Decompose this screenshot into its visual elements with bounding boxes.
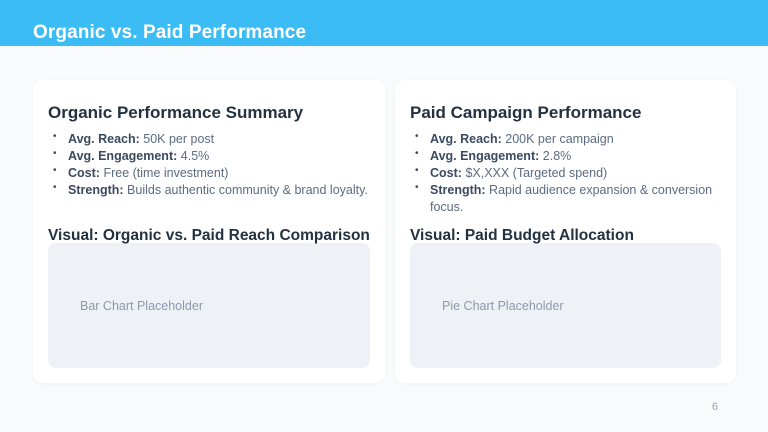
bullet-value: 2.8% — [542, 149, 572, 163]
bullet-label: Avg. Reach: — [430, 132, 502, 146]
slide-header: Organic vs. Paid Performance — [0, 0, 768, 46]
pie-chart-placeholder: Pie Chart Placeholder — [410, 243, 721, 368]
bullet-value: Rapid audience expansion & conversion fo… — [430, 183, 713, 214]
placeholder-label: Bar Chart Placeholder — [80, 298, 203, 313]
bar-chart-placeholder: Bar Chart Placeholder — [48, 243, 370, 368]
slide-body: Organic Performance Summary Avg. Reach: … — [33, 80, 736, 383]
bullet-item: Avg. Engagement: 2.8% — [410, 148, 721, 165]
visual-section-title: Visual: Paid Budget Allocation — [410, 227, 634, 244]
bullet-value: Free (time investment) — [103, 166, 229, 180]
bullet-label: Avg. Reach: — [68, 132, 140, 146]
slide-title: Organic vs. Paid Performance — [33, 22, 307, 43]
bullet-label: Cost: — [430, 166, 462, 180]
card-organic-performance: Organic Performance Summary Avg. Reach: … — [33, 80, 385, 383]
bullet-item: Strength: Rapid audience expansion & con… — [410, 182, 721, 216]
bullet-label: Avg. Engagement: — [68, 149, 178, 163]
bullet-value: Builds authentic community & brand loyal… — [127, 183, 368, 197]
bullet-item: Strength: Builds authentic community & b… — [48, 182, 370, 199]
bullet-value: 200K per campaign — [505, 132, 614, 146]
bullet-list: Avg. Reach: 50K per post Avg. Engagement… — [48, 131, 370, 228]
visual-section-title: Visual: Organic vs. Paid Reach Compariso… — [48, 227, 370, 244]
placeholder-label: Pie Chart Placeholder — [442, 298, 564, 313]
bullet-value: $X,XXX (Targeted spend) — [465, 166, 608, 180]
bullet-value: 50K per post — [143, 132, 215, 146]
bullet-list: Avg. Reach: 200K per campaign Avg. Engag… — [410, 131, 721, 228]
bullet-label: Strength: — [68, 183, 124, 197]
card-paid-performance: Paid Campaign Performance Avg. Reach: 20… — [395, 80, 736, 383]
bullet-item: Avg. Engagement: 4.5% — [48, 148, 370, 165]
bullet-label: Cost: — [68, 166, 100, 180]
bullet-label: Avg. Engagement: — [430, 149, 540, 163]
bullet-item: Cost: $X,XXX (Targeted spend) — [410, 165, 721, 182]
bullet-item: Avg. Reach: 200K per campaign — [410, 131, 721, 148]
bullet-value: 4.5% — [180, 149, 210, 163]
bullet-item: Cost: Free (time investment) — [48, 165, 370, 182]
page-number: 6 — [711, 401, 718, 413]
card-title: Organic Performance Summary — [48, 103, 304, 122]
card-title: Paid Campaign Performance — [410, 103, 642, 122]
bullet-item: Avg. Reach: 50K per post — [48, 131, 370, 148]
bullet-label: Strength: — [430, 183, 486, 197]
